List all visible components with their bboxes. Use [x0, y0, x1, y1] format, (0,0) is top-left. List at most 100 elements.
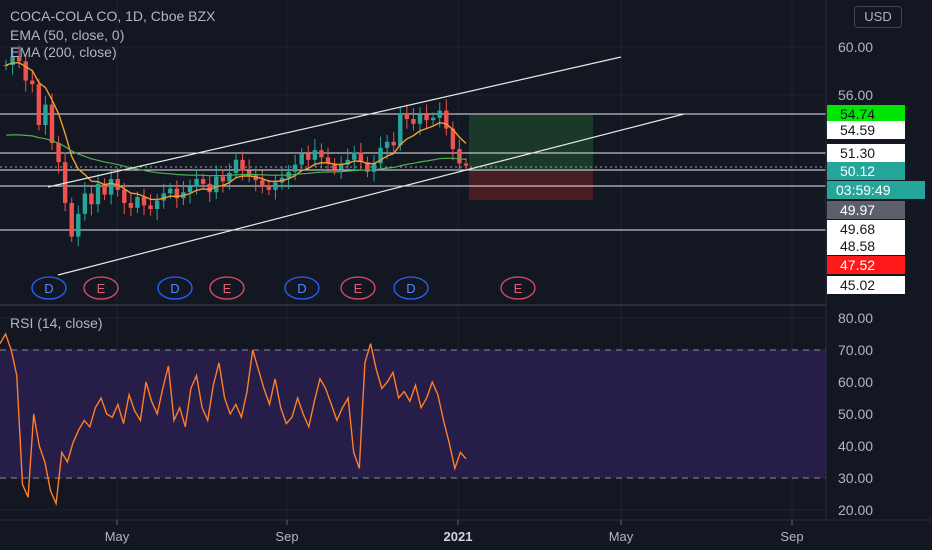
earnings-event-badge[interactable]: E [500, 276, 536, 300]
channel-lower-line[interactable] [57, 113, 685, 276]
price-label: 48.58 [840, 238, 875, 254]
candle-body [194, 179, 199, 187]
dividend-event-badge[interactable]: D [284, 276, 320, 300]
event-badge-label: E [223, 281, 232, 296]
candle-body [306, 153, 311, 160]
candle-body [338, 164, 344, 170]
countdown-label: 03:59:49 [836, 182, 891, 198]
rsi-tick-label: 70.00 [838, 342, 873, 358]
candle-body [122, 189, 127, 203]
candle-body [240, 159, 245, 171]
candle-body [411, 119, 416, 124]
candle-body [174, 188, 180, 199]
event-badge-label: D [170, 281, 179, 296]
candle-body [437, 110, 442, 118]
x-tick-label: May [105, 529, 130, 544]
event-badge-label: D [406, 281, 415, 296]
event-badge-outline [284, 276, 320, 300]
candle-body [108, 179, 114, 195]
earnings-event-badge[interactable]: E [340, 276, 376, 300]
price-label-box [827, 144, 905, 162]
candle-body [95, 183, 101, 205]
event-badge-label: E [514, 281, 523, 296]
candle-body [260, 180, 265, 185]
ema200-legend[interactable]: EMA (200, close) [10, 44, 117, 60]
rsi-tick-label: 80.00 [838, 310, 873, 326]
candle-body [430, 117, 436, 121]
price-label-box [827, 121, 905, 139]
candle-body [457, 149, 462, 164]
candle-body [3, 65, 9, 67]
rsi-tick-label: 50.00 [838, 406, 873, 422]
candle-body [299, 153, 304, 165]
candle-body [391, 141, 396, 146]
candle-body [168, 188, 173, 194]
price-label: 54.74 [840, 106, 875, 122]
candle-body [233, 159, 239, 173]
event-badge-label: E [354, 281, 363, 296]
event-badge-outline [500, 276, 536, 300]
price-tick-label: 56.00 [838, 87, 873, 103]
x-tick-label: Sep [275, 529, 298, 544]
rsi-band [0, 350, 826, 478]
price-label-box [827, 162, 905, 180]
candle-body [398, 113, 403, 146]
candle-body [82, 193, 88, 214]
dividend-event-badge[interactable]: D [157, 276, 193, 300]
candle-body [102, 183, 107, 195]
candle-body [319, 150, 324, 158]
price-label: 50.12 [840, 163, 875, 179]
price-label: 45.02 [840, 277, 875, 293]
event-badge-label: D [44, 281, 53, 296]
rsi-tick-label: 60.00 [838, 374, 873, 390]
candle-body [220, 176, 226, 182]
price-label: 51.30 [840, 145, 875, 161]
dividend-event-badge[interactable]: D [393, 276, 429, 300]
ema50-legend[interactable]: EMA (50, close, 0) [10, 27, 125, 43]
candle-body [450, 128, 456, 149]
rsi-legend[interactable]: RSI (14, close) [10, 315, 103, 331]
candle-body [128, 203, 134, 208]
earnings-event-badge[interactable]: E [83, 276, 119, 300]
candle-body [371, 163, 377, 172]
currency-button[interactable]: USD [854, 6, 902, 28]
candle-body [69, 203, 74, 237]
candle-body [30, 80, 35, 85]
candle-body [345, 159, 350, 165]
candle-body [23, 61, 28, 81]
event-badge-outline [157, 276, 193, 300]
price-label-box [827, 256, 905, 274]
candle-body [266, 185, 272, 190]
event-badge-outline [209, 276, 245, 300]
candle-body [444, 110, 449, 129]
candle-body [417, 114, 423, 124]
candle-body [200, 179, 206, 184]
candle-body [49, 104, 55, 143]
event-badge-outline [340, 276, 376, 300]
candle-body [358, 152, 364, 163]
ema200-line [5, 134, 467, 177]
earnings-event-badge[interactable]: E [209, 276, 245, 300]
candle-body [207, 183, 212, 193]
candle-body [424, 114, 429, 121]
rsi-tick-label: 40.00 [838, 438, 873, 454]
event-badge-label: E [97, 281, 106, 296]
candle-body [365, 162, 370, 172]
event-badge-label: D [297, 281, 306, 296]
channel-upper-line[interactable] [47, 56, 622, 188]
price-label-box [827, 105, 905, 123]
candle-body [214, 176, 219, 193]
price-label-box [827, 201, 905, 219]
candle-body [135, 197, 140, 208]
candle-body [253, 175, 258, 181]
price-label: 54.59 [840, 122, 875, 138]
candle-body [36, 84, 42, 125]
dividend-event-badge[interactable]: D [31, 276, 67, 300]
price-label-box [827, 237, 905, 255]
candle-body [273, 182, 278, 190]
event-badge-outline [393, 276, 429, 300]
candle-body [43, 104, 48, 125]
symbol-title: COCA-COLA CO, 1D, Cboe BZX [10, 8, 216, 24]
candle-body [325, 157, 331, 164]
